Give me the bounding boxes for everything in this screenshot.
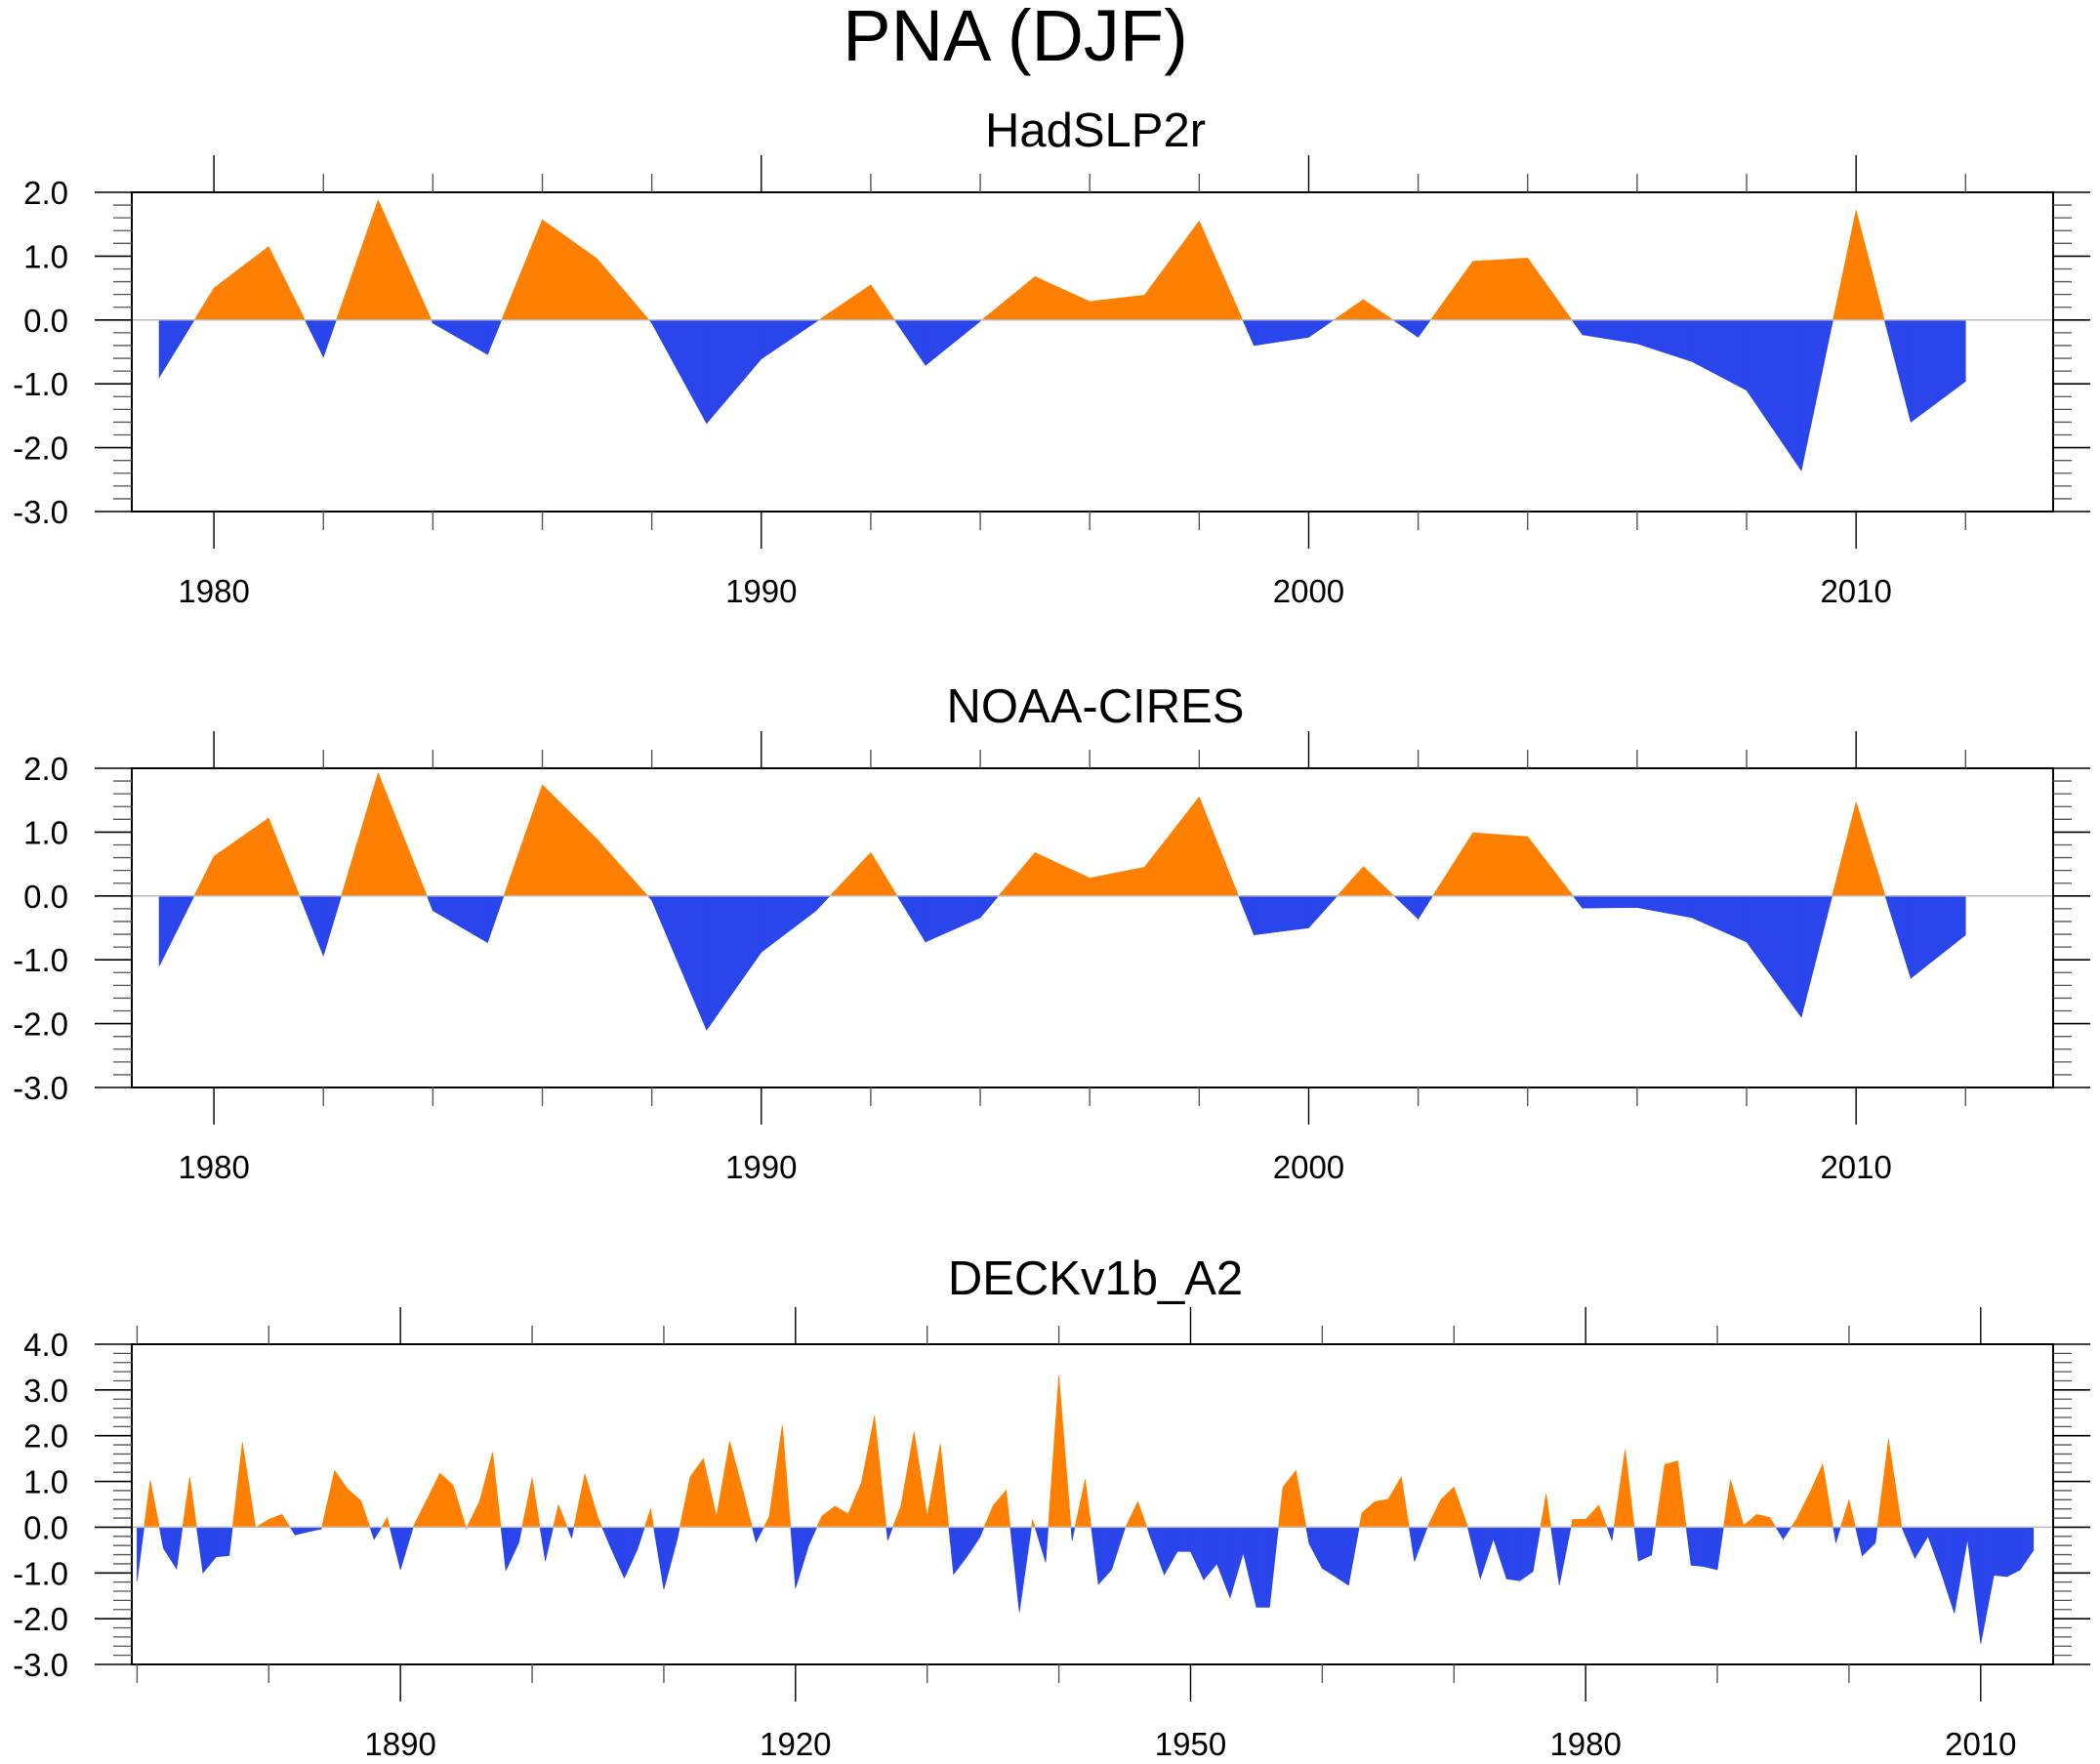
y-tick-label: -1.0 <box>13 942 68 978</box>
y-tick-label: 0.0 <box>23 303 68 339</box>
x-tick-label: 2010 <box>1820 1149 1891 1185</box>
plot-frame <box>131 767 2054 1088</box>
y-tick-label: 2.0 <box>23 751 68 787</box>
y-tick-label: 2.0 <box>23 1418 68 1455</box>
panel-noaa-cires: NOAA-CIRES -3.0 -2.0 -1.0 0.0 1.0 2.0 1980 1990… <box>13 680 2090 1185</box>
positive-area <box>144 1374 1903 1528</box>
x-tick-label: 2000 <box>1273 573 1344 609</box>
y-tick-label: -2.0 <box>13 1601 68 1637</box>
y-tick-label: 1.0 <box>23 814 68 850</box>
panel-title: NOAA-CIRES <box>947 680 1245 733</box>
x-tick-label: 1950 <box>1155 1726 1226 1762</box>
negative-area <box>158 895 1966 1032</box>
y-tick-label: -1.0 <box>13 1555 68 1591</box>
y-tick-label: 0.0 <box>23 1509 68 1545</box>
panel-hadslp2r: HadSLP2r -3.0 -2.0 -1.0 0.0 1.0 2.0 1980 1990 20… <box>13 104 2090 609</box>
figure-title: PNA (DJF) <box>843 0 1188 76</box>
y-tick-label: 2.0 <box>23 175 68 211</box>
x-tick-label: 1920 <box>760 1726 831 1762</box>
x-tick-label: 1990 <box>725 573 797 609</box>
y-tick-label: 3.0 <box>23 1373 68 1409</box>
x-tick-label: 1980 <box>178 1149 249 1185</box>
x-tick-label: 1980 <box>1549 1726 1621 1762</box>
plot-frame <box>131 191 2054 513</box>
positive-area <box>193 772 1886 897</box>
x-tick-label: 2000 <box>1273 1149 1344 1185</box>
positive-area <box>193 199 1885 321</box>
panel-deckv1b-a2: DECKv1b_A2 -3.0 -2.0 -1.0 0.0 1.0 2.0 3.0 4.0 18… <box>13 1252 2090 1762</box>
y-tick-label: -3.0 <box>13 1070 68 1106</box>
x-tick-label: 1890 <box>364 1726 435 1762</box>
y-tick-label: -1.0 <box>13 366 68 402</box>
x-tick-label: 2010 <box>1945 1726 2016 1762</box>
x-tick-label: 1990 <box>725 1149 797 1185</box>
panel-title: HadSLP2r <box>985 104 1206 157</box>
y-tick-label: -2.0 <box>13 431 68 467</box>
y-tick-label: -3.0 <box>13 1647 68 1683</box>
y-tick-label: 4.0 <box>23 1327 68 1363</box>
y-tick-label: -3.0 <box>13 494 68 530</box>
y-tick-label: -2.0 <box>13 1006 68 1043</box>
panel-title: DECKv1b_A2 <box>948 1252 1243 1305</box>
y-tick-label: 0.0 <box>23 879 68 915</box>
plot-frame <box>131 1343 2054 1665</box>
x-tick-label: 2010 <box>1820 573 1891 609</box>
negative-area <box>158 319 1966 472</box>
y-tick-label: 1.0 <box>23 1464 68 1500</box>
y-tick-label: 1.0 <box>23 238 68 274</box>
x-tick-label: 1980 <box>178 573 249 609</box>
negative-area <box>137 1527 2035 1644</box>
